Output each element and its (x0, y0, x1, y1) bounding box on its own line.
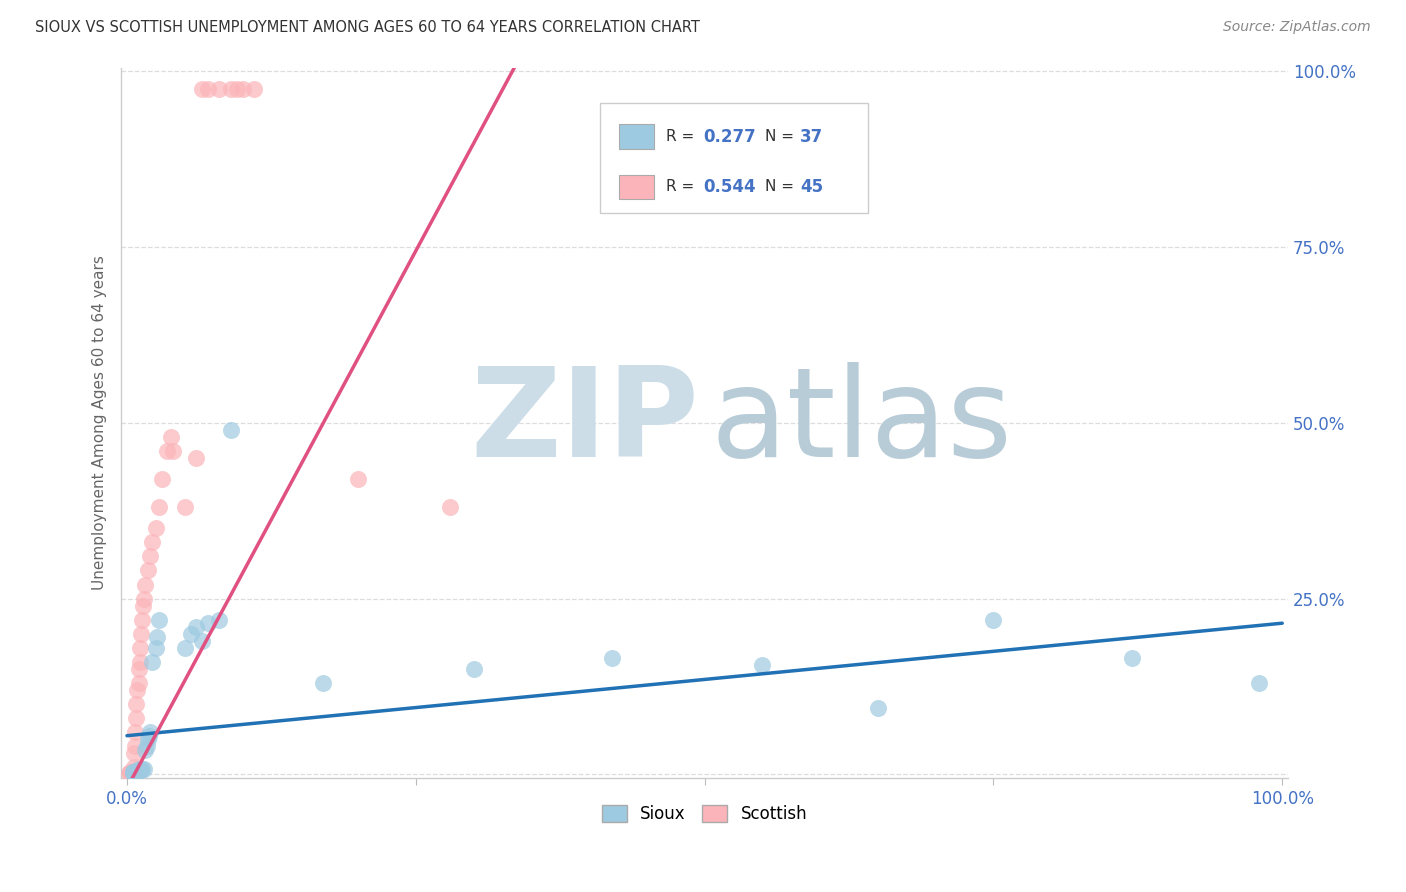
FancyBboxPatch shape (599, 103, 868, 213)
Point (197, 616, 219, 631)
Point (208, 613, 231, 627)
Point (127, 764, 149, 778)
Point (121, 765, 143, 780)
Point (121, 765, 143, 780)
Point (120, 766, 142, 780)
Point (136, 564, 159, 578)
Point (124, 725, 146, 739)
Point (131, 613, 153, 627)
Point (124, 764, 146, 779)
Text: N =: N = (765, 179, 799, 194)
Point (128, 763, 150, 777)
Text: 0.277: 0.277 (703, 128, 756, 145)
FancyBboxPatch shape (620, 124, 654, 149)
Point (121, 764, 143, 779)
Point (132, 599, 155, 613)
Point (128, 640, 150, 655)
Text: 0.544: 0.544 (703, 178, 756, 196)
Point (347, 472, 370, 486)
Point (219, 82, 242, 96)
Point (145, 640, 167, 655)
Point (129, 763, 152, 777)
Point (208, 82, 231, 96)
Point (1121, 651, 1143, 665)
Point (186, 620, 208, 634)
Point (141, 535, 163, 549)
Point (173, 500, 195, 515)
Point (121, 765, 143, 780)
Legend: Sioux, Scottish: Sioux, Scottish (595, 798, 814, 830)
Point (118, 766, 141, 780)
FancyBboxPatch shape (620, 175, 654, 200)
Point (139, 725, 162, 739)
Point (150, 472, 173, 486)
Point (134, 763, 156, 777)
Point (134, 577, 156, 591)
Text: 45: 45 (800, 178, 824, 196)
Point (312, 676, 335, 690)
Point (148, 613, 170, 627)
Point (145, 521, 167, 535)
Point (148, 500, 170, 515)
Point (120, 765, 142, 780)
Point (751, 658, 773, 673)
Point (129, 626, 152, 640)
Point (128, 662, 150, 676)
Point (173, 640, 195, 655)
Point (191, 82, 214, 96)
Point (225, 82, 247, 96)
Point (128, 655, 150, 669)
Point (141, 655, 163, 669)
Point (122, 764, 145, 779)
Point (983, 613, 1005, 627)
Point (121, 764, 143, 779)
Text: SIOUX VS SCOTTISH UNEMPLOYMENT AMONG AGES 60 TO 64 YEARS CORRELATION CHART: SIOUX VS SCOTTISH UNEMPLOYMENT AMONG AGE… (35, 20, 700, 35)
Point (146, 630, 169, 644)
Point (121, 764, 143, 778)
Y-axis label: Unemployment Among Ages 60 to 64 years: Unemployment Among Ages 60 to 64 years (93, 255, 107, 591)
Point (125, 765, 148, 780)
Point (136, 732, 159, 747)
Point (463, 662, 485, 676)
Point (122, 746, 145, 760)
Point (600, 651, 623, 665)
Point (134, 591, 156, 606)
Text: R =: R = (666, 179, 699, 194)
Point (186, 450, 208, 465)
Point (128, 676, 150, 690)
Point (180, 626, 202, 640)
Point (243, 82, 266, 96)
Text: 37: 37 (800, 128, 824, 145)
Point (128, 763, 150, 777)
Text: R =: R = (666, 129, 699, 144)
Point (121, 764, 143, 779)
Point (134, 743, 156, 757)
Point (156, 443, 179, 458)
Point (1249, 676, 1271, 690)
Point (219, 423, 242, 437)
Point (125, 764, 148, 778)
Text: N =: N = (765, 129, 799, 144)
Point (162, 443, 184, 458)
Point (139, 549, 162, 564)
Point (131, 763, 153, 777)
Point (125, 697, 148, 711)
Point (135, 739, 157, 754)
Point (866, 700, 889, 714)
Point (124, 739, 146, 754)
Point (127, 683, 149, 698)
Point (197, 82, 219, 96)
Point (125, 711, 148, 725)
Point (160, 430, 183, 444)
Text: ZIP: ZIP (470, 362, 699, 483)
Point (121, 766, 143, 780)
Point (439, 500, 461, 515)
Point (121, 765, 143, 780)
Point (231, 82, 253, 96)
Point (122, 760, 145, 774)
Point (191, 633, 214, 648)
Text: atlas: atlas (710, 362, 1012, 483)
Text: Source: ZipAtlas.com: Source: ZipAtlas.com (1223, 20, 1371, 34)
Point (138, 729, 160, 743)
